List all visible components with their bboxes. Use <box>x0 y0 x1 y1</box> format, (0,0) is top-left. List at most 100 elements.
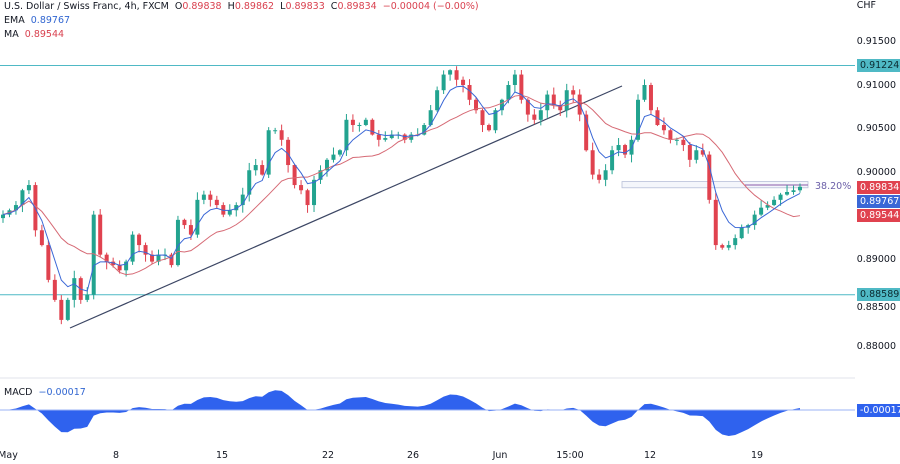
candle[interactable] <box>20 188 25 213</box>
candle[interactable] <box>798 183 802 193</box>
candle[interactable] <box>150 250 155 265</box>
candle[interactable] <box>208 190 213 207</box>
candle[interactable] <box>480 108 485 133</box>
candle[interactable] <box>467 79 472 106</box>
candle[interactable] <box>117 260 122 274</box>
symbol-title[interactable]: U.S. Dollar / Swiss Franc, 4h, FXCM <box>4 1 169 12</box>
candle[interactable] <box>13 201 18 215</box>
candle[interactable] <box>759 200 764 217</box>
candle[interactable] <box>299 180 304 195</box>
candle[interactable] <box>642 79 647 102</box>
candle[interactable] <box>175 215 180 267</box>
candle[interactable] <box>707 151 712 204</box>
candle[interactable] <box>124 259 129 277</box>
candle[interactable] <box>597 169 602 184</box>
candle[interactable] <box>655 107 660 127</box>
ema-line[interactable] <box>2 85 801 292</box>
candle[interactable] <box>363 117 368 127</box>
candle[interactable] <box>668 129 673 144</box>
candle[interactable] <box>240 187 245 213</box>
candle[interactable] <box>648 82 653 115</box>
candle[interactable] <box>409 132 414 143</box>
candle[interactable] <box>260 160 265 176</box>
candle[interactable] <box>603 164 608 187</box>
candle[interactable] <box>91 210 96 300</box>
candle[interactable] <box>428 105 433 127</box>
candle[interactable] <box>26 180 31 194</box>
candle[interactable] <box>137 233 142 253</box>
candle[interactable] <box>59 295 64 325</box>
candle[interactable] <box>402 133 407 144</box>
candle[interactable] <box>739 224 744 240</box>
candle[interactable] <box>687 142 692 168</box>
candle[interactable] <box>156 249 161 266</box>
candle[interactable] <box>720 243 725 250</box>
candle[interactable] <box>532 109 537 125</box>
candle[interactable] <box>454 66 459 86</box>
candle[interactable] <box>52 274 57 302</box>
candle[interactable] <box>590 142 595 180</box>
candle[interactable] <box>324 158 329 177</box>
candle[interactable] <box>441 70 446 94</box>
candle[interactable] <box>694 145 699 164</box>
candle[interactable] <box>273 127 278 134</box>
candle[interactable] <box>422 123 427 136</box>
candle[interactable] <box>474 97 479 114</box>
candle[interactable] <box>493 108 498 134</box>
candle[interactable] <box>661 117 666 135</box>
candle[interactable] <box>681 137 686 152</box>
candle[interactable] <box>98 209 103 258</box>
candle[interactable] <box>331 147 336 163</box>
candle[interactable] <box>130 231 135 265</box>
candle[interactable] <box>39 224 44 247</box>
candle[interactable] <box>571 85 576 103</box>
candle[interactable] <box>279 124 284 146</box>
candle[interactable] <box>344 114 349 156</box>
candle[interactable] <box>616 138 621 157</box>
candle[interactable] <box>558 100 563 116</box>
candle[interactable] <box>525 98 530 122</box>
candle[interactable] <box>201 190 206 205</box>
candle[interactable] <box>785 185 790 196</box>
candle[interactable] <box>182 218 187 229</box>
candle[interactable] <box>65 297 70 322</box>
candle[interactable] <box>1 210 5 223</box>
candle[interactable] <box>292 164 297 189</box>
candle[interactable] <box>623 143 628 159</box>
candle[interactable] <box>752 210 757 230</box>
candle[interactable] <box>195 192 200 238</box>
ma-line[interactable] <box>2 94 801 276</box>
candle[interactable] <box>253 158 258 176</box>
candle[interactable] <box>337 149 342 157</box>
candle[interactable] <box>72 270 77 308</box>
candle[interactable] <box>538 103 543 126</box>
candle[interactable] <box>370 118 375 136</box>
candle[interactable] <box>78 276 83 304</box>
ma-legend[interactable]: MA 0.89544 <box>4 28 479 42</box>
candle[interactable] <box>512 69 517 93</box>
trendline[interactable] <box>69 85 623 329</box>
candle[interactable] <box>318 165 323 184</box>
candle[interactable] <box>713 192 718 250</box>
candle[interactable] <box>726 240 731 251</box>
macd-legend[interactable]: MACD −0.00017 <box>4 387 86 398</box>
candle[interactable] <box>461 76 466 93</box>
candle[interactable] <box>234 202 239 217</box>
candle[interactable] <box>746 223 751 234</box>
candle[interactable] <box>214 195 219 209</box>
candle[interactable] <box>169 252 174 268</box>
candle[interactable] <box>247 162 252 202</box>
candle[interactable] <box>376 129 381 147</box>
candle[interactable] <box>350 114 355 132</box>
candle[interactable] <box>499 98 504 116</box>
candle[interactable] <box>46 240 51 283</box>
candle[interactable] <box>383 131 388 142</box>
ema-legend[interactable]: EMA 0.89767 <box>4 14 479 28</box>
candle[interactable] <box>266 127 271 178</box>
candle[interactable] <box>765 201 770 211</box>
candle[interactable] <box>610 145 615 175</box>
candle[interactable] <box>486 123 491 132</box>
candle[interactable] <box>357 122 362 132</box>
candle[interactable] <box>519 70 524 104</box>
